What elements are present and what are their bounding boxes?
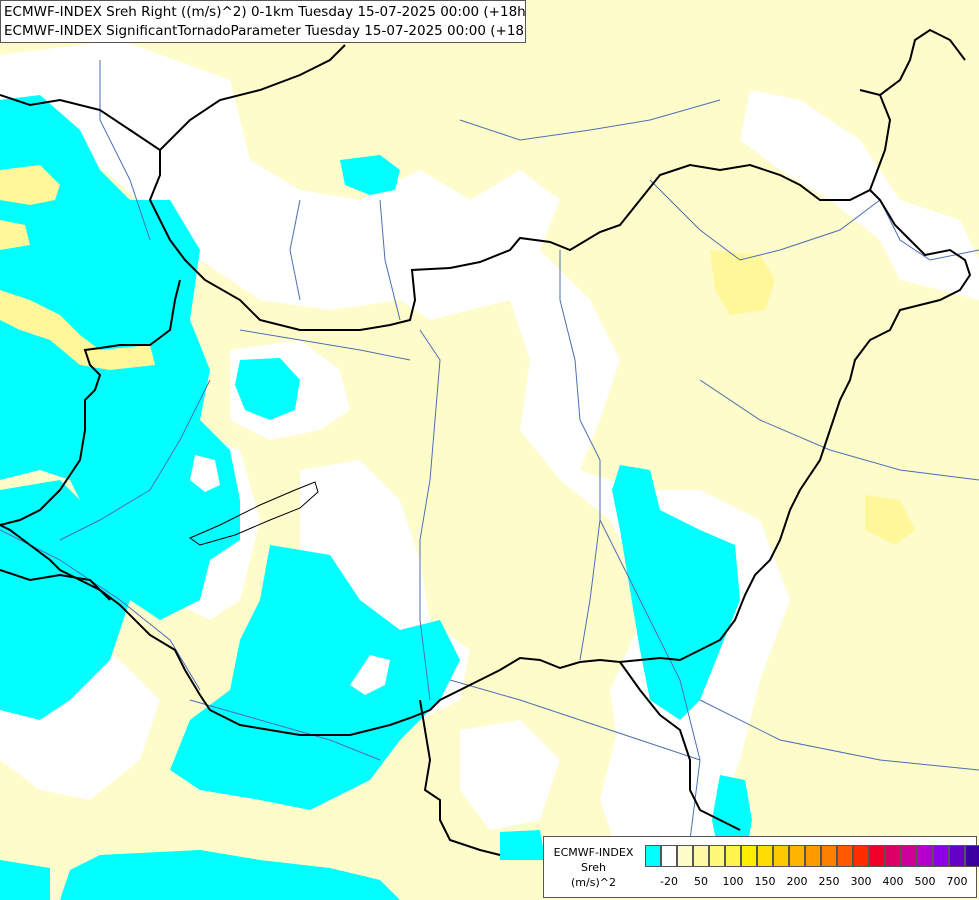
yellow-field	[0, 165, 915, 545]
legend-tick-label: 150	[754, 875, 776, 888]
legend-swatch	[725, 845, 741, 867]
legend-swatch	[949, 845, 965, 867]
legend-swatch	[677, 845, 693, 867]
legend-swatch	[757, 845, 773, 867]
borders	[0, 28, 972, 856]
legend-swatch	[805, 845, 821, 867]
legend-title-line-1: ECMWF-INDEX	[553, 846, 634, 859]
legend-tick-label: 700	[946, 875, 968, 888]
legend-swatch	[789, 845, 805, 867]
legend-swatch	[933, 845, 949, 867]
map-title-line-1: ECMWF-INDEX Sreh Right ((m/s)^2) 0-1km T…	[4, 4, 526, 20]
legend-swatch	[661, 845, 677, 867]
legend-tick-label: 300	[850, 875, 872, 888]
legend-tick-label: -20	[660, 875, 678, 888]
legend-swatch	[901, 845, 917, 867]
legend-swatch	[917, 845, 933, 867]
map-title-box: ECMWF-INDEX Sreh Right ((m/s)^2) 0-1km T…	[0, 0, 526, 43]
legend-swatch	[885, 845, 901, 867]
legend-swatch	[821, 845, 837, 867]
white-holes	[190, 455, 390, 695]
legend-swatch	[709, 845, 725, 867]
legend-tick-label: 250	[818, 875, 840, 888]
legend-tick-label: 400	[882, 875, 904, 888]
legend-swatch	[869, 845, 885, 867]
legend-tick-label: 200	[786, 875, 808, 888]
legend-tick-label: 500	[914, 875, 936, 888]
legend-swatch	[853, 845, 869, 867]
legend-swatch	[837, 845, 853, 867]
legend-title-line-3: (m/s)^2	[571, 876, 616, 889]
legend-ticks: -20 50 100 150 200 250 300 400 500 700	[645, 875, 975, 891]
legend-tick-label: 100	[722, 875, 744, 888]
legend-swatch	[773, 845, 789, 867]
legend-title-line-2: Sreh	[580, 861, 606, 874]
map-title-line-2: ECMWF-INDEX SignificantTornadoParameter …	[4, 23, 526, 39]
legend-title: ECMWF-INDEX Sreh (m/s)^2	[546, 845, 641, 890]
lake	[188, 481, 319, 546]
rivers	[0, 60, 979, 841]
legend-swatch	[965, 845, 979, 867]
legend-swatch	[645, 845, 661, 867]
legend-swatch	[693, 845, 709, 867]
color-legend: ECMWF-INDEX Sreh (m/s)^2 -20 50 100 150 200 2…	[543, 836, 979, 898]
legend-tick-label: 50	[694, 875, 708, 888]
legend-swatch	[741, 845, 757, 867]
